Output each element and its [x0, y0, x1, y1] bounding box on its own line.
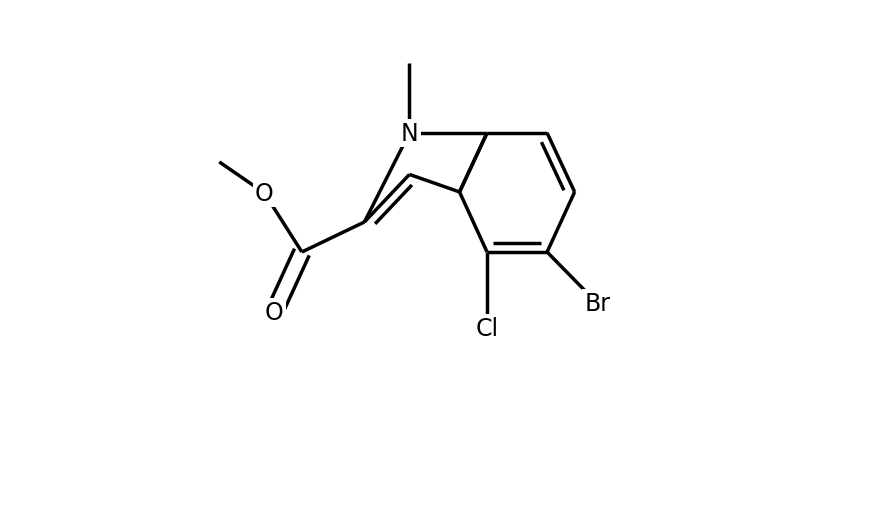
Text: Cl: Cl — [475, 317, 498, 340]
Text: N: N — [400, 122, 419, 145]
Text: O: O — [255, 182, 274, 206]
Text: O: O — [265, 300, 284, 324]
Text: Br: Br — [584, 291, 610, 316]
